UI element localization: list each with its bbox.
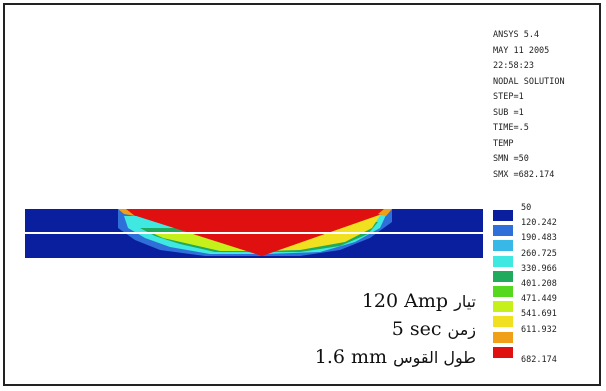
- arc-label: طول القوس: [393, 348, 476, 367]
- software-label: ANSYS 5.4: [493, 30, 540, 40]
- legend-value: 611.932: [521, 324, 557, 335]
- legend-level-9: [493, 344, 603, 361]
- time-caption-label: زمن: [447, 320, 476, 339]
- legend-swatch: [493, 240, 513, 252]
- solution-info-block: ANSYS 5.4 MAY 11 2005 22:58:23 NODAL SOLUTI…: [493, 28, 565, 183]
- legend-swatch: [493, 270, 513, 282]
- legend-level-8: 611.932: [493, 325, 603, 346]
- legend-swatch: [493, 286, 513, 297]
- legend-value: 541.691: [521, 309, 557, 320]
- caption-arc-length: 1.6 mm طول القوس: [315, 346, 476, 368]
- weld-pool-left-edge: [118, 209, 135, 216]
- legend-swatch: [493, 346, 513, 358]
- current-label: تيار: [454, 292, 476, 311]
- variable-label: TEMP: [493, 138, 514, 149]
- time-value-label: TIME=.5: [493, 123, 529, 133]
- caption-current: 120 Amp تيار: [362, 290, 476, 312]
- step-label: STEP=1: [493, 92, 524, 102]
- legend-value: 401.208: [521, 279, 557, 289]
- caption-time: 5 sec زمن: [392, 318, 476, 340]
- sub-label: SUB =1: [493, 107, 524, 118]
- legend-value: 330.966: [521, 263, 557, 274]
- legend-swatch: [493, 255, 513, 267]
- legend-swatch: [493, 331, 513, 343]
- date-label: MAY 11 2005: [493, 45, 550, 56]
- legend-value: 190.483: [521, 233, 557, 244]
- legend-level-2: 190.483: [493, 233, 603, 254]
- solution-type-label: NODAL SOLUTION: [493, 76, 565, 87]
- smx-label: SMX =682.174: [493, 169, 555, 180]
- legend-swatch: [493, 301, 513, 313]
- legend-swatch: [493, 225, 513, 237]
- legend-level-3: 260.725: [493, 249, 603, 270]
- legend-level-1: 120.242: [493, 218, 603, 239]
- legend-value: 471.449: [521, 294, 557, 305]
- legend-value: 260.725: [521, 248, 557, 259]
- arc-value: 1.6 mm: [314, 346, 388, 368]
- time-label: 22:58:23: [493, 61, 534, 71]
- legend-value: 50: [521, 203, 532, 213]
- legend-level-6: 471.449: [493, 294, 603, 315]
- legend-level-4: 330.966: [493, 264, 603, 285]
- legend-swatch: [493, 210, 513, 221]
- current-value: 120 Amp: [361, 290, 449, 312]
- legend-level-7: 541.691: [493, 309, 603, 330]
- legend-level-0: 50: [493, 203, 603, 224]
- legend-swatch: [493, 316, 513, 328]
- smn-label: SMN =50: [493, 154, 529, 164]
- time-value: 5 sec: [391, 318, 442, 340]
- legend-level-5: 401.208: [493, 279, 603, 300]
- legend-value: 120.242: [521, 218, 557, 229]
- weld-pool-right-edge: [378, 209, 392, 216]
- legend-max-value: 682.174: [521, 355, 557, 365]
